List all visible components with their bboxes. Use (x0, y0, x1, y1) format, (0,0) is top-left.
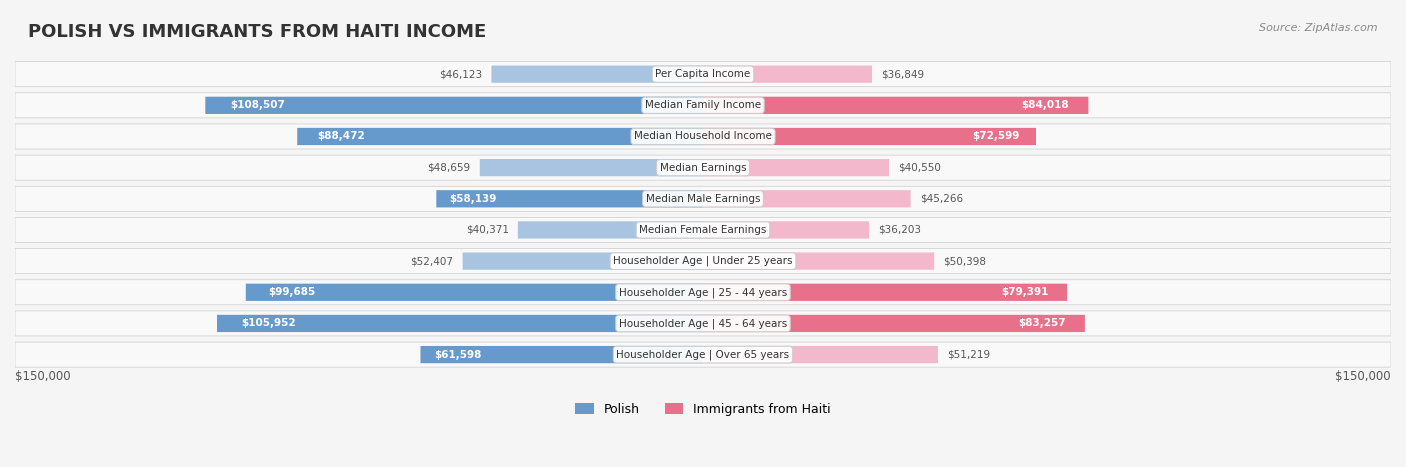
Text: Householder Age | Under 25 years: Householder Age | Under 25 years (613, 256, 793, 266)
Text: $52,407: $52,407 (411, 256, 454, 266)
Text: $72,599: $72,599 (972, 132, 1019, 142)
FancyBboxPatch shape (420, 346, 703, 363)
FancyBboxPatch shape (15, 155, 1391, 180)
FancyBboxPatch shape (15, 311, 1391, 336)
Text: $50,398: $50,398 (943, 256, 987, 266)
Text: Per Capita Income: Per Capita Income (655, 69, 751, 79)
Text: $36,849: $36,849 (882, 69, 924, 79)
FancyBboxPatch shape (463, 253, 703, 270)
Text: $40,550: $40,550 (898, 163, 941, 173)
FancyBboxPatch shape (703, 97, 1088, 114)
Text: $88,472: $88,472 (318, 132, 366, 142)
FancyBboxPatch shape (205, 97, 703, 114)
FancyBboxPatch shape (703, 315, 1085, 332)
Text: $40,371: $40,371 (465, 225, 509, 235)
FancyBboxPatch shape (436, 190, 703, 207)
Text: $46,123: $46,123 (439, 69, 482, 79)
FancyBboxPatch shape (15, 62, 1391, 87)
FancyBboxPatch shape (492, 65, 703, 83)
Text: $105,952: $105,952 (242, 318, 295, 328)
FancyBboxPatch shape (15, 93, 1391, 118)
Text: Householder Age | 45 - 64 years: Householder Age | 45 - 64 years (619, 318, 787, 329)
Text: Householder Age | 25 - 44 years: Householder Age | 25 - 44 years (619, 287, 787, 297)
Text: POLISH VS IMMIGRANTS FROM HAITI INCOME: POLISH VS IMMIGRANTS FROM HAITI INCOME (28, 23, 486, 42)
Text: $108,507: $108,507 (231, 100, 285, 110)
FancyBboxPatch shape (703, 253, 934, 270)
FancyBboxPatch shape (517, 221, 703, 239)
FancyBboxPatch shape (15, 186, 1391, 212)
FancyBboxPatch shape (703, 190, 911, 207)
Text: $150,000: $150,000 (15, 370, 70, 383)
FancyBboxPatch shape (703, 159, 889, 176)
Text: Median Female Earnings: Median Female Earnings (640, 225, 766, 235)
FancyBboxPatch shape (703, 65, 872, 83)
Text: Median Male Earnings: Median Male Earnings (645, 194, 761, 204)
Text: $150,000: $150,000 (1336, 370, 1391, 383)
FancyBboxPatch shape (703, 346, 938, 363)
FancyBboxPatch shape (15, 342, 1391, 367)
FancyBboxPatch shape (15, 218, 1391, 242)
FancyBboxPatch shape (15, 248, 1391, 274)
FancyBboxPatch shape (703, 283, 1067, 301)
FancyBboxPatch shape (703, 221, 869, 239)
Text: $58,139: $58,139 (450, 194, 498, 204)
Text: $45,266: $45,266 (920, 194, 963, 204)
FancyBboxPatch shape (703, 128, 1036, 145)
Text: $79,391: $79,391 (1001, 287, 1049, 297)
Text: $36,203: $36,203 (879, 225, 921, 235)
Text: $99,685: $99,685 (269, 287, 316, 297)
Text: Source: ZipAtlas.com: Source: ZipAtlas.com (1260, 23, 1378, 33)
FancyBboxPatch shape (297, 128, 703, 145)
FancyBboxPatch shape (246, 283, 703, 301)
Text: $51,219: $51,219 (948, 350, 990, 360)
FancyBboxPatch shape (15, 280, 1391, 305)
Text: $83,257: $83,257 (1018, 318, 1066, 328)
Text: Median Earnings: Median Earnings (659, 163, 747, 173)
FancyBboxPatch shape (479, 159, 703, 176)
Text: Median Family Income: Median Family Income (645, 100, 761, 110)
Text: $84,018: $84,018 (1022, 100, 1069, 110)
Text: Householder Age | Over 65 years: Householder Age | Over 65 years (616, 349, 790, 360)
FancyBboxPatch shape (217, 315, 703, 332)
Text: $48,659: $48,659 (427, 163, 471, 173)
Text: Median Household Income: Median Household Income (634, 132, 772, 142)
Text: $61,598: $61,598 (434, 350, 482, 360)
FancyBboxPatch shape (15, 124, 1391, 149)
Legend: Polish, Immigrants from Haiti: Polish, Immigrants from Haiti (569, 398, 837, 421)
